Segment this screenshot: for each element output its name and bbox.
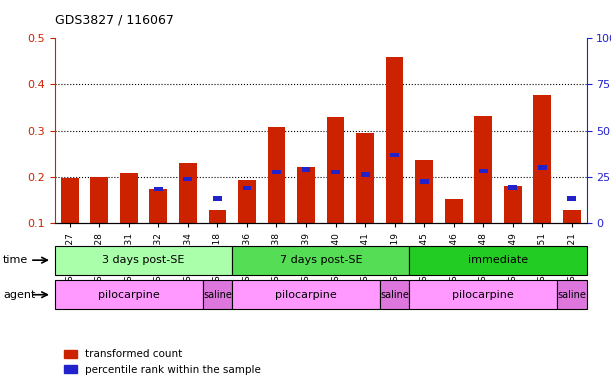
Text: immediate: immediate	[468, 255, 528, 265]
Text: pilocarpine: pilocarpine	[275, 290, 337, 300]
Bar	[563, 210, 580, 223]
Bar	[183, 177, 192, 181]
Bar	[390, 153, 399, 157]
Bar	[533, 94, 551, 223]
Text: agent: agent	[3, 290, 35, 300]
Text: 7 days post-SE: 7 days post-SE	[279, 255, 362, 265]
Bar	[120, 174, 137, 223]
Bar	[356, 133, 374, 223]
Bar	[420, 179, 428, 184]
Bar	[61, 179, 79, 223]
Bar	[327, 117, 345, 223]
Bar	[538, 165, 547, 170]
Text: saline: saline	[380, 290, 409, 300]
Bar	[243, 186, 251, 190]
Bar	[508, 185, 517, 190]
Bar	[150, 189, 167, 223]
Text: time: time	[3, 255, 28, 265]
Bar	[297, 167, 315, 223]
Bar	[360, 172, 370, 177]
Bar	[568, 196, 576, 200]
Bar	[474, 116, 492, 223]
Text: GDS3827 / 116067: GDS3827 / 116067	[55, 13, 174, 26]
Bar	[238, 180, 256, 223]
Bar	[386, 57, 403, 223]
Bar	[154, 187, 163, 191]
Legend: transformed count, percentile rank within the sample: transformed count, percentile rank withi…	[60, 345, 265, 379]
Text: pilocarpine: pilocarpine	[452, 290, 514, 300]
Bar	[90, 177, 108, 223]
Bar	[272, 170, 281, 174]
Text: 3 days post-SE: 3 days post-SE	[103, 255, 185, 265]
Bar	[331, 170, 340, 174]
Bar	[268, 127, 285, 223]
Text: pilocarpine: pilocarpine	[98, 290, 159, 300]
Bar	[208, 210, 226, 223]
Bar	[213, 196, 222, 200]
Bar	[504, 186, 522, 223]
Bar	[179, 163, 197, 223]
Text: saline: saline	[203, 290, 232, 300]
Text: saline: saline	[557, 290, 586, 300]
Bar	[302, 167, 310, 172]
Bar	[445, 199, 463, 223]
Bar	[415, 160, 433, 223]
Bar	[479, 169, 488, 174]
